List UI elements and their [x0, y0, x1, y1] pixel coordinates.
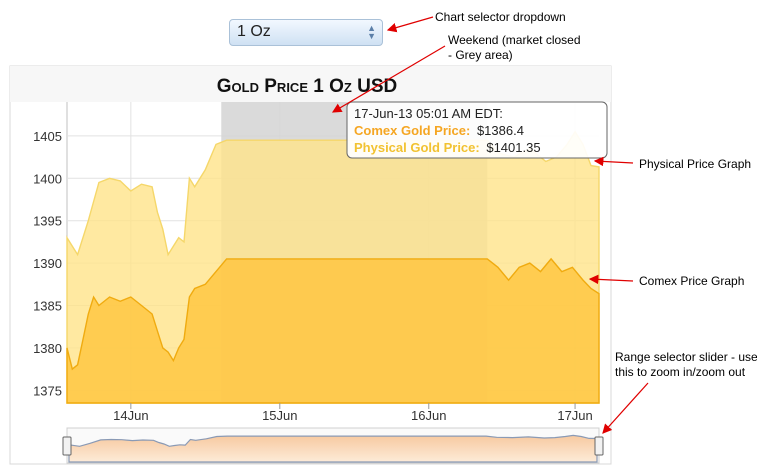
- svg-text:Comex Gold Price: $1386.: Comex Gold Price: $1386.4: [354, 123, 524, 138]
- x-tick-label: 17Jun: [557, 408, 592, 423]
- x-tick-label: 15Jun: [262, 408, 297, 423]
- chart-title: Gold Price 1 Oz USD: [217, 76, 397, 97]
- range-slider-left-handle[interactable]: [62, 436, 72, 456]
- annotation-selector: Chart selector dropdown: [435, 10, 566, 24]
- annotation-arrow-weekend: [331, 45, 446, 113]
- y-tick-label: 1395: [33, 214, 62, 229]
- annotation-arrow-comex: [588, 274, 634, 285]
- y-tick-label: 1375: [33, 383, 62, 398]
- price-tooltip: 17-Jun-13 05:01 AM EDT: Comex Gold Price…: [346, 101, 608, 159]
- tooltip-physical-value: $1401.35: [486, 140, 540, 155]
- x-tick-label: 16Jun: [411, 408, 446, 423]
- annotation-arrow-selector: [386, 16, 434, 33]
- annotation-weekend-line1: Weekend (market closed: [448, 33, 581, 47]
- comex-price-area: [66, 257, 600, 404]
- annotation-weekend-line2: - Grey area): [448, 48, 513, 62]
- annotation-comex: Comex Price Graph: [639, 274, 744, 288]
- chart-selector-dropdown[interactable]: 1 Oz ▲ ▼: [229, 19, 383, 46]
- annotation-arrow-range-slider: [602, 382, 649, 434]
- chart-selector-value: 1 Oz: [237, 23, 271, 40]
- y-tick-label: 1390: [33, 256, 62, 271]
- y-tick-label: 1400: [33, 171, 62, 186]
- x-tick-label: 14Jun: [113, 408, 148, 423]
- y-tick-label: 1380: [33, 341, 62, 356]
- annotation-slider-line1: Range selector slider - use: [615, 350, 757, 364]
- chart-title-bar: [10, 66, 611, 102]
- annotation-arrow-physical: [593, 156, 634, 167]
- range-slider-right-handle[interactable]: [594, 436, 604, 456]
- annotation-slider-line2: this to zoom in/zoom out: [615, 365, 746, 379]
- tooltip-header: 17-Jun-13 05:01 AM EDT:: [354, 106, 503, 121]
- tooltip-physical-label: Physical Gold Price:: [354, 140, 480, 155]
- tooltip-comex-label: Comex Gold Price:: [354, 123, 470, 138]
- y-tick-label: 1405: [33, 129, 62, 144]
- svg-text:Physical Gold Price: $14: Physical Gold Price: $1401.35: [354, 140, 541, 155]
- chevron-updown-icon: ▲ ▼: [367, 23, 376, 41]
- tooltip-comex-value: $1386.4: [477, 123, 524, 138]
- y-tick-label: 1385: [33, 298, 62, 313]
- annotation-physical: Physical Price Graph: [639, 157, 751, 171]
- navigator-series: [68, 434, 598, 463]
